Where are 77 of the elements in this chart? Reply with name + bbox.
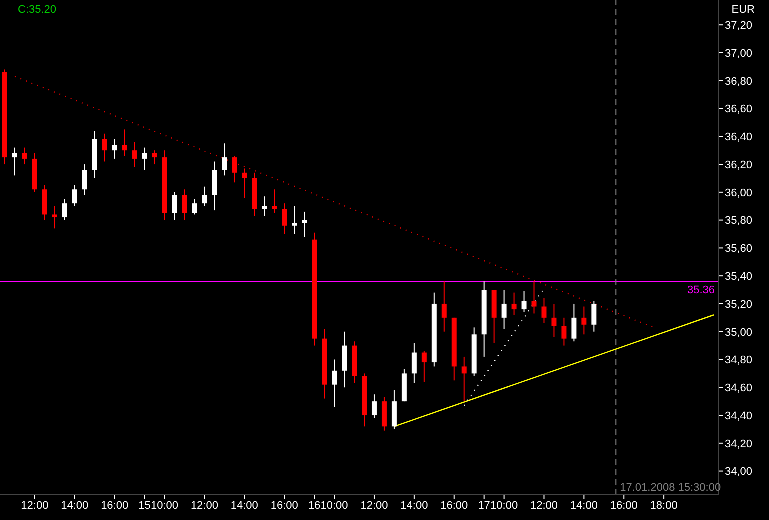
x-tick-label: 12:00 bbox=[530, 500, 558, 512]
x-tick-label: 14:00 bbox=[230, 500, 258, 512]
candlestick bbox=[282, 203, 288, 235]
x-tick-label: 10:00 bbox=[320, 500, 348, 512]
candlestick bbox=[562, 317, 567, 346]
candlestick bbox=[582, 306, 587, 336]
candlestick bbox=[22, 147, 28, 166]
candlestick bbox=[242, 168, 248, 198]
candlestick bbox=[542, 298, 547, 324]
y-tick-label: 34,40 bbox=[725, 410, 753, 422]
x-tick-label: 15 bbox=[138, 500, 151, 512]
x-tick-label: 16:00 bbox=[610, 500, 638, 512]
candlestick bbox=[142, 147, 148, 171]
candlestick bbox=[572, 303, 577, 342]
x-tick-label: 16:00 bbox=[101, 500, 129, 512]
candlestick bbox=[412, 342, 417, 384]
candlestick bbox=[182, 189, 188, 221]
candlestick bbox=[192, 198, 198, 216]
candlestick bbox=[372, 394, 377, 419]
candlestick bbox=[12, 147, 18, 176]
candlestick bbox=[172, 192, 178, 221]
candlestick bbox=[442, 281, 447, 332]
annotation: 17.01.2008 15:30:00 bbox=[620, 482, 722, 494]
candlestick bbox=[512, 292, 517, 316]
x-tick-label: 14:00 bbox=[61, 500, 89, 512]
y-tick-label: 36,20 bbox=[725, 159, 753, 172]
candlestick bbox=[422, 350, 427, 383]
x-tick-label: 14:00 bbox=[400, 500, 428, 512]
y-tick-label: 34,60 bbox=[725, 382, 753, 395]
x-tick-label: 18:00 bbox=[650, 500, 678, 512]
candlestick bbox=[552, 303, 557, 338]
x-tick-label: 10:00 bbox=[151, 500, 179, 512]
y-tick-label: 36,40 bbox=[725, 132, 753, 144]
candlestick bbox=[132, 142, 138, 168]
x-tick-label: 12:00 bbox=[360, 500, 388, 512]
x-tick-label: 16 bbox=[308, 500, 321, 512]
y-tick-label: 37,00 bbox=[725, 48, 753, 60]
annotation: C:35.20 bbox=[18, 4, 57, 16]
candlestick bbox=[202, 186, 208, 207]
y-tick-label: 34,80 bbox=[725, 354, 753, 367]
y-tick-label: 35,20 bbox=[725, 298, 753, 311]
y-tick-label: 36,60 bbox=[725, 104, 753, 116]
candlestick bbox=[72, 184, 78, 207]
ref-line-label: 35.36 bbox=[687, 284, 715, 296]
candlestick bbox=[592, 300, 597, 332]
y-tick-label: 35,40 bbox=[725, 270, 753, 283]
y-tick-label: 34,20 bbox=[725, 438, 753, 450]
candlestick bbox=[62, 198, 68, 221]
candlestick bbox=[112, 138, 118, 160]
y-tick-label: 35,00 bbox=[725, 326, 753, 339]
y-tick-label: 36,80 bbox=[725, 76, 753, 88]
x-tick-label: 12:00 bbox=[190, 500, 218, 512]
y-tick-label: 37,20 bbox=[725, 20, 753, 32]
candlestick bbox=[52, 206, 58, 230]
x-tick-label: 16:00 bbox=[440, 500, 468, 512]
candlestick bbox=[82, 164, 88, 196]
y-tick-label: 36,00 bbox=[725, 187, 753, 200]
y-tick-label: 34,00 bbox=[725, 466, 753, 478]
candlestick bbox=[532, 281, 537, 314]
candlestick bbox=[332, 359, 338, 408]
y-tick-label: 35,80 bbox=[725, 215, 753, 228]
candlestick bbox=[502, 290, 507, 330]
candlestick bbox=[152, 150, 158, 166]
y-tick-label: 35,60 bbox=[725, 243, 753, 256]
candlestick bbox=[292, 206, 298, 235]
x-tick-label: 17 bbox=[478, 500, 490, 512]
x-tick-label: 14:00 bbox=[570, 500, 598, 512]
candlestick bbox=[462, 356, 467, 402]
x-tick-label: 16:00 bbox=[270, 500, 298, 512]
candlestick bbox=[232, 156, 238, 184]
candlestick bbox=[522, 290, 527, 313]
x-tick-label: 10:00 bbox=[490, 500, 518, 512]
candlestick bbox=[122, 129, 128, 157]
candlestick bbox=[102, 133, 108, 162]
y-axis-title: EUR bbox=[732, 4, 755, 16]
x-tick-label: 12:00 bbox=[21, 500, 49, 512]
candlestick bbox=[222, 143, 228, 176]
